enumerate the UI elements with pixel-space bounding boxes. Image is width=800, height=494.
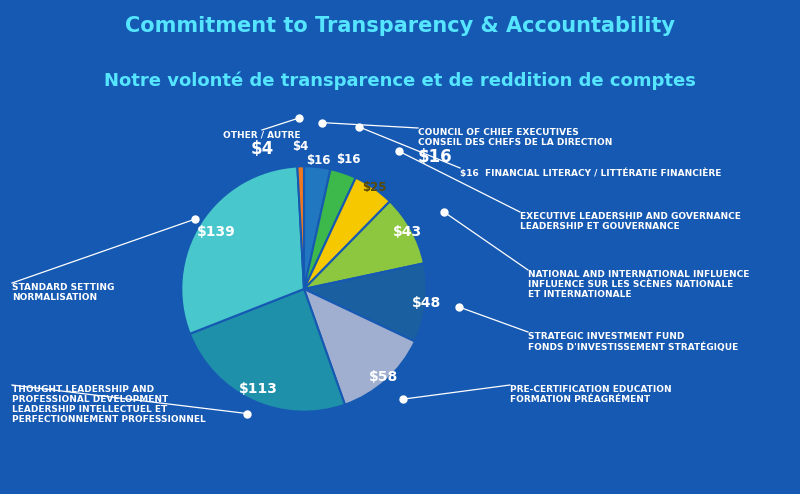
Text: $16  FINANCIAL LITERACY / LITTÉRATIE FINANCIÈRE: $16 FINANCIAL LITERACY / LITTÉRATIE FINA… — [460, 168, 722, 177]
Text: FONDS D'INVESTISSEMENT STRATÉGIQUE: FONDS D'INVESTISSEMENT STRATÉGIQUE — [528, 342, 738, 352]
Text: $58: $58 — [368, 370, 398, 383]
Text: $4: $4 — [250, 140, 274, 158]
Wedge shape — [304, 289, 415, 405]
Text: $25: $25 — [362, 181, 386, 194]
Text: PERFECTIONNEMENT PROFESSIONNEL: PERFECTIONNEMENT PROFESSIONNEL — [12, 415, 206, 424]
Text: THOUGHT LEADERSHIP AND: THOUGHT LEADERSHIP AND — [12, 385, 154, 394]
Text: Notre volonté de transparence et de reddition de comptes: Notre volonté de transparence et de redd… — [104, 72, 696, 90]
Text: PRE-CERTIFICATION EDUCATION: PRE-CERTIFICATION EDUCATION — [510, 385, 672, 394]
Text: $43: $43 — [393, 225, 422, 239]
Wedge shape — [304, 263, 426, 341]
Wedge shape — [304, 169, 356, 289]
Text: Commitment to Transparency & Accountability: Commitment to Transparency & Accountabil… — [125, 16, 675, 36]
Text: OTHER / AUTRE: OTHER / AUTRE — [223, 130, 301, 139]
Text: $48: $48 — [412, 296, 442, 310]
Text: CONSEIL DES CHEFS DE LA DIRECTION: CONSEIL DES CHEFS DE LA DIRECTION — [418, 138, 612, 147]
Text: $4: $4 — [292, 140, 308, 153]
Text: EXECUTIVE LEADERSHIP AND GOVERNANCE: EXECUTIVE LEADERSHIP AND GOVERNANCE — [520, 212, 741, 221]
Text: STRATEGIC INVESTMENT FUND: STRATEGIC INVESTMENT FUND — [528, 332, 684, 341]
Text: PROFESSIONAL DEVELOPMENT: PROFESSIONAL DEVELOPMENT — [12, 395, 168, 404]
Wedge shape — [304, 166, 330, 289]
Text: STANDARD SETTING: STANDARD SETTING — [12, 283, 114, 292]
Text: FORMATION PRÉAGRÉMENT: FORMATION PRÉAGRÉMENT — [510, 395, 650, 404]
Text: ET INTERNATIONALE: ET INTERNATIONALE — [528, 290, 631, 299]
Text: $16: $16 — [418, 148, 453, 166]
Wedge shape — [182, 166, 304, 334]
Text: COUNCIL OF CHIEF EXECUTIVES: COUNCIL OF CHIEF EXECUTIVES — [418, 128, 578, 137]
Text: INFLUENCE SUR LES SCÈNES NATIONALE: INFLUENCE SUR LES SCÈNES NATIONALE — [528, 280, 734, 289]
Text: LEADERSHIP ET GOUVERNANCE: LEADERSHIP ET GOUVERNANCE — [520, 222, 680, 231]
Text: NORMALISATION: NORMALISATION — [12, 293, 97, 302]
Wedge shape — [190, 289, 345, 412]
Wedge shape — [304, 202, 424, 289]
Text: $16: $16 — [336, 153, 360, 166]
Text: $139: $139 — [197, 225, 235, 240]
Text: $16: $16 — [306, 154, 330, 167]
Text: LEADERSHIP INTELLECTUEL ET: LEADERSHIP INTELLECTUEL ET — [12, 405, 167, 414]
Wedge shape — [298, 166, 304, 289]
Text: $113: $113 — [238, 382, 278, 396]
Wedge shape — [304, 178, 390, 289]
Text: NATIONAL AND INTERNATIONAL INFLUENCE: NATIONAL AND INTERNATIONAL INFLUENCE — [528, 270, 750, 279]
